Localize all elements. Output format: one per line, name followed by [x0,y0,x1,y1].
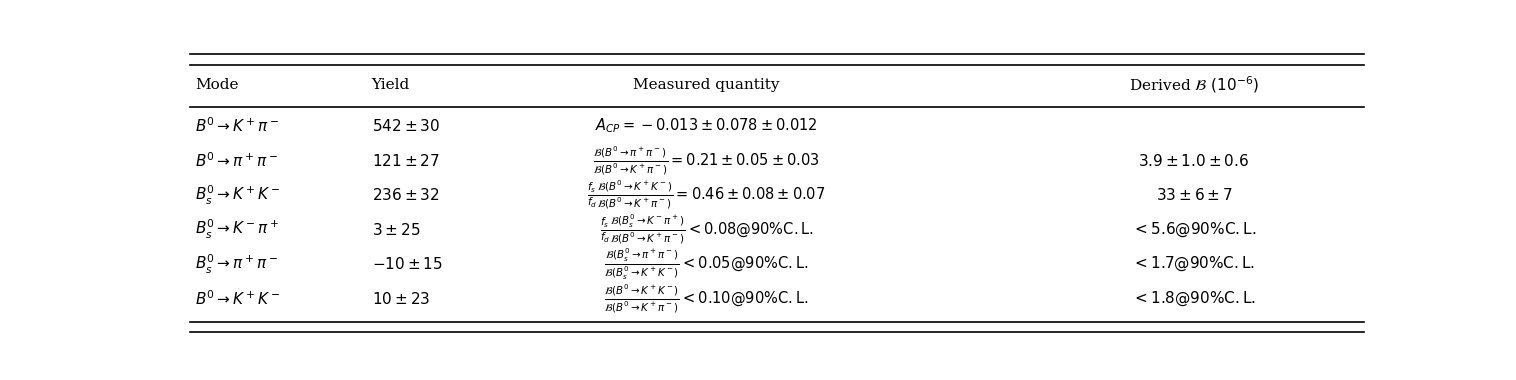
Text: $3.9 \pm 1.0 \pm 0.6$: $3.9 \pm 1.0 \pm 0.6$ [1139,153,1249,169]
Text: $<1.8@90\%\mathrm{C.L.}$: $<1.8@90\%\mathrm{C.L.}$ [1132,290,1257,308]
Text: $\frac{f_s}{f_d}\frac{\mathcal{B}(B^0{\to}K^+K^-)}{\mathcal{B}(B^0{\to}K^+\pi^-): $\frac{f_s}{f_d}\frac{\mathcal{B}(B^0{\t… [587,179,826,211]
Text: $33 \pm 6 \pm 7$: $33 \pm 6 \pm 7$ [1155,187,1233,203]
Text: Mode: Mode [196,78,240,92]
Text: Measured quantity: Measured quantity [634,78,779,92]
Text: $<1.7@90\%\mathrm{C.L.}$: $<1.7@90\%\mathrm{C.L.}$ [1132,255,1255,273]
Text: $B^0_s \to \pi^+\pi^-$: $B^0_s \to \pi^+\pi^-$ [196,253,279,276]
Text: Derived $\mathcal{B}$ $(10^{-6})$: Derived $\mathcal{B}$ $(10^{-6})$ [1129,75,1258,95]
Text: $121 \pm 27$: $121 \pm 27$ [371,153,440,169]
Text: $B^0 \to K^+K^-$: $B^0 \to K^+K^-$ [196,289,280,308]
Text: $10 \pm 23$: $10 \pm 23$ [371,291,431,307]
Text: Yield: Yield [371,78,409,92]
Text: $B^0 \to \pi^+\pi^-$: $B^0 \to \pi^+\pi^-$ [196,151,279,170]
Text: $A_{CP} = -0.013 \pm 0.078 \pm 0.012$: $A_{CP} = -0.013 \pm 0.078 \pm 0.012$ [596,117,817,135]
Text: $3 \pm 25$: $3 \pm 25$ [371,222,420,238]
Text: $-10 \pm 15$: $-10 \pm 15$ [371,256,443,272]
Text: $B^0_s \to K^+K^-$: $B^0_s \to K^+K^-$ [196,184,280,207]
Text: $\frac{\mathcal{B}(B^0{\to}\pi^+\pi^-)}{\mathcal{B}(B^0{\to}K^+\pi^-)} = 0.21 \p: $\frac{\mathcal{B}(B^0{\to}\pi^+\pi^-)}{… [593,144,820,177]
Text: $\frac{f_s}{f_d}\frac{\mathcal{B}(B^0_s{\to}K^-\pi^+)}{\mathcal{B}(B^0{\to}K^+\p: $\frac{f_s}{f_d}\frac{\mathcal{B}(B^0_s{… [599,213,814,246]
Text: $542 \pm 30$: $542 \pm 30$ [371,118,440,134]
Text: $\frac{\mathcal{B}(B^0{\to}K^+K^-)}{\mathcal{B}(B^0{\to}K^+\pi^-)} < 0.10@90\%\m: $\frac{\mathcal{B}(B^0{\to}K^+K^-)}{\mat… [605,283,808,315]
Text: $B^0 \to K^+\pi^-$: $B^0 \to K^+\pi^-$ [196,117,279,135]
Text: $B^0_s \to K^-\pi^+$: $B^0_s \to K^-\pi^+$ [196,218,279,241]
Text: $<5.6@90\%\mathrm{C.L.}$: $<5.6@90\%\mathrm{C.L.}$ [1132,220,1257,239]
Text: $236 \pm 32$: $236 \pm 32$ [371,187,440,203]
Text: $\frac{\mathcal{B}(B^0_s{\to}\pi^+\pi^-)}{\mathcal{B}(B^0_s{\to}K^+K^-)} < 0.05@: $\frac{\mathcal{B}(B^0_s{\to}\pi^+\pi^-)… [605,247,808,282]
